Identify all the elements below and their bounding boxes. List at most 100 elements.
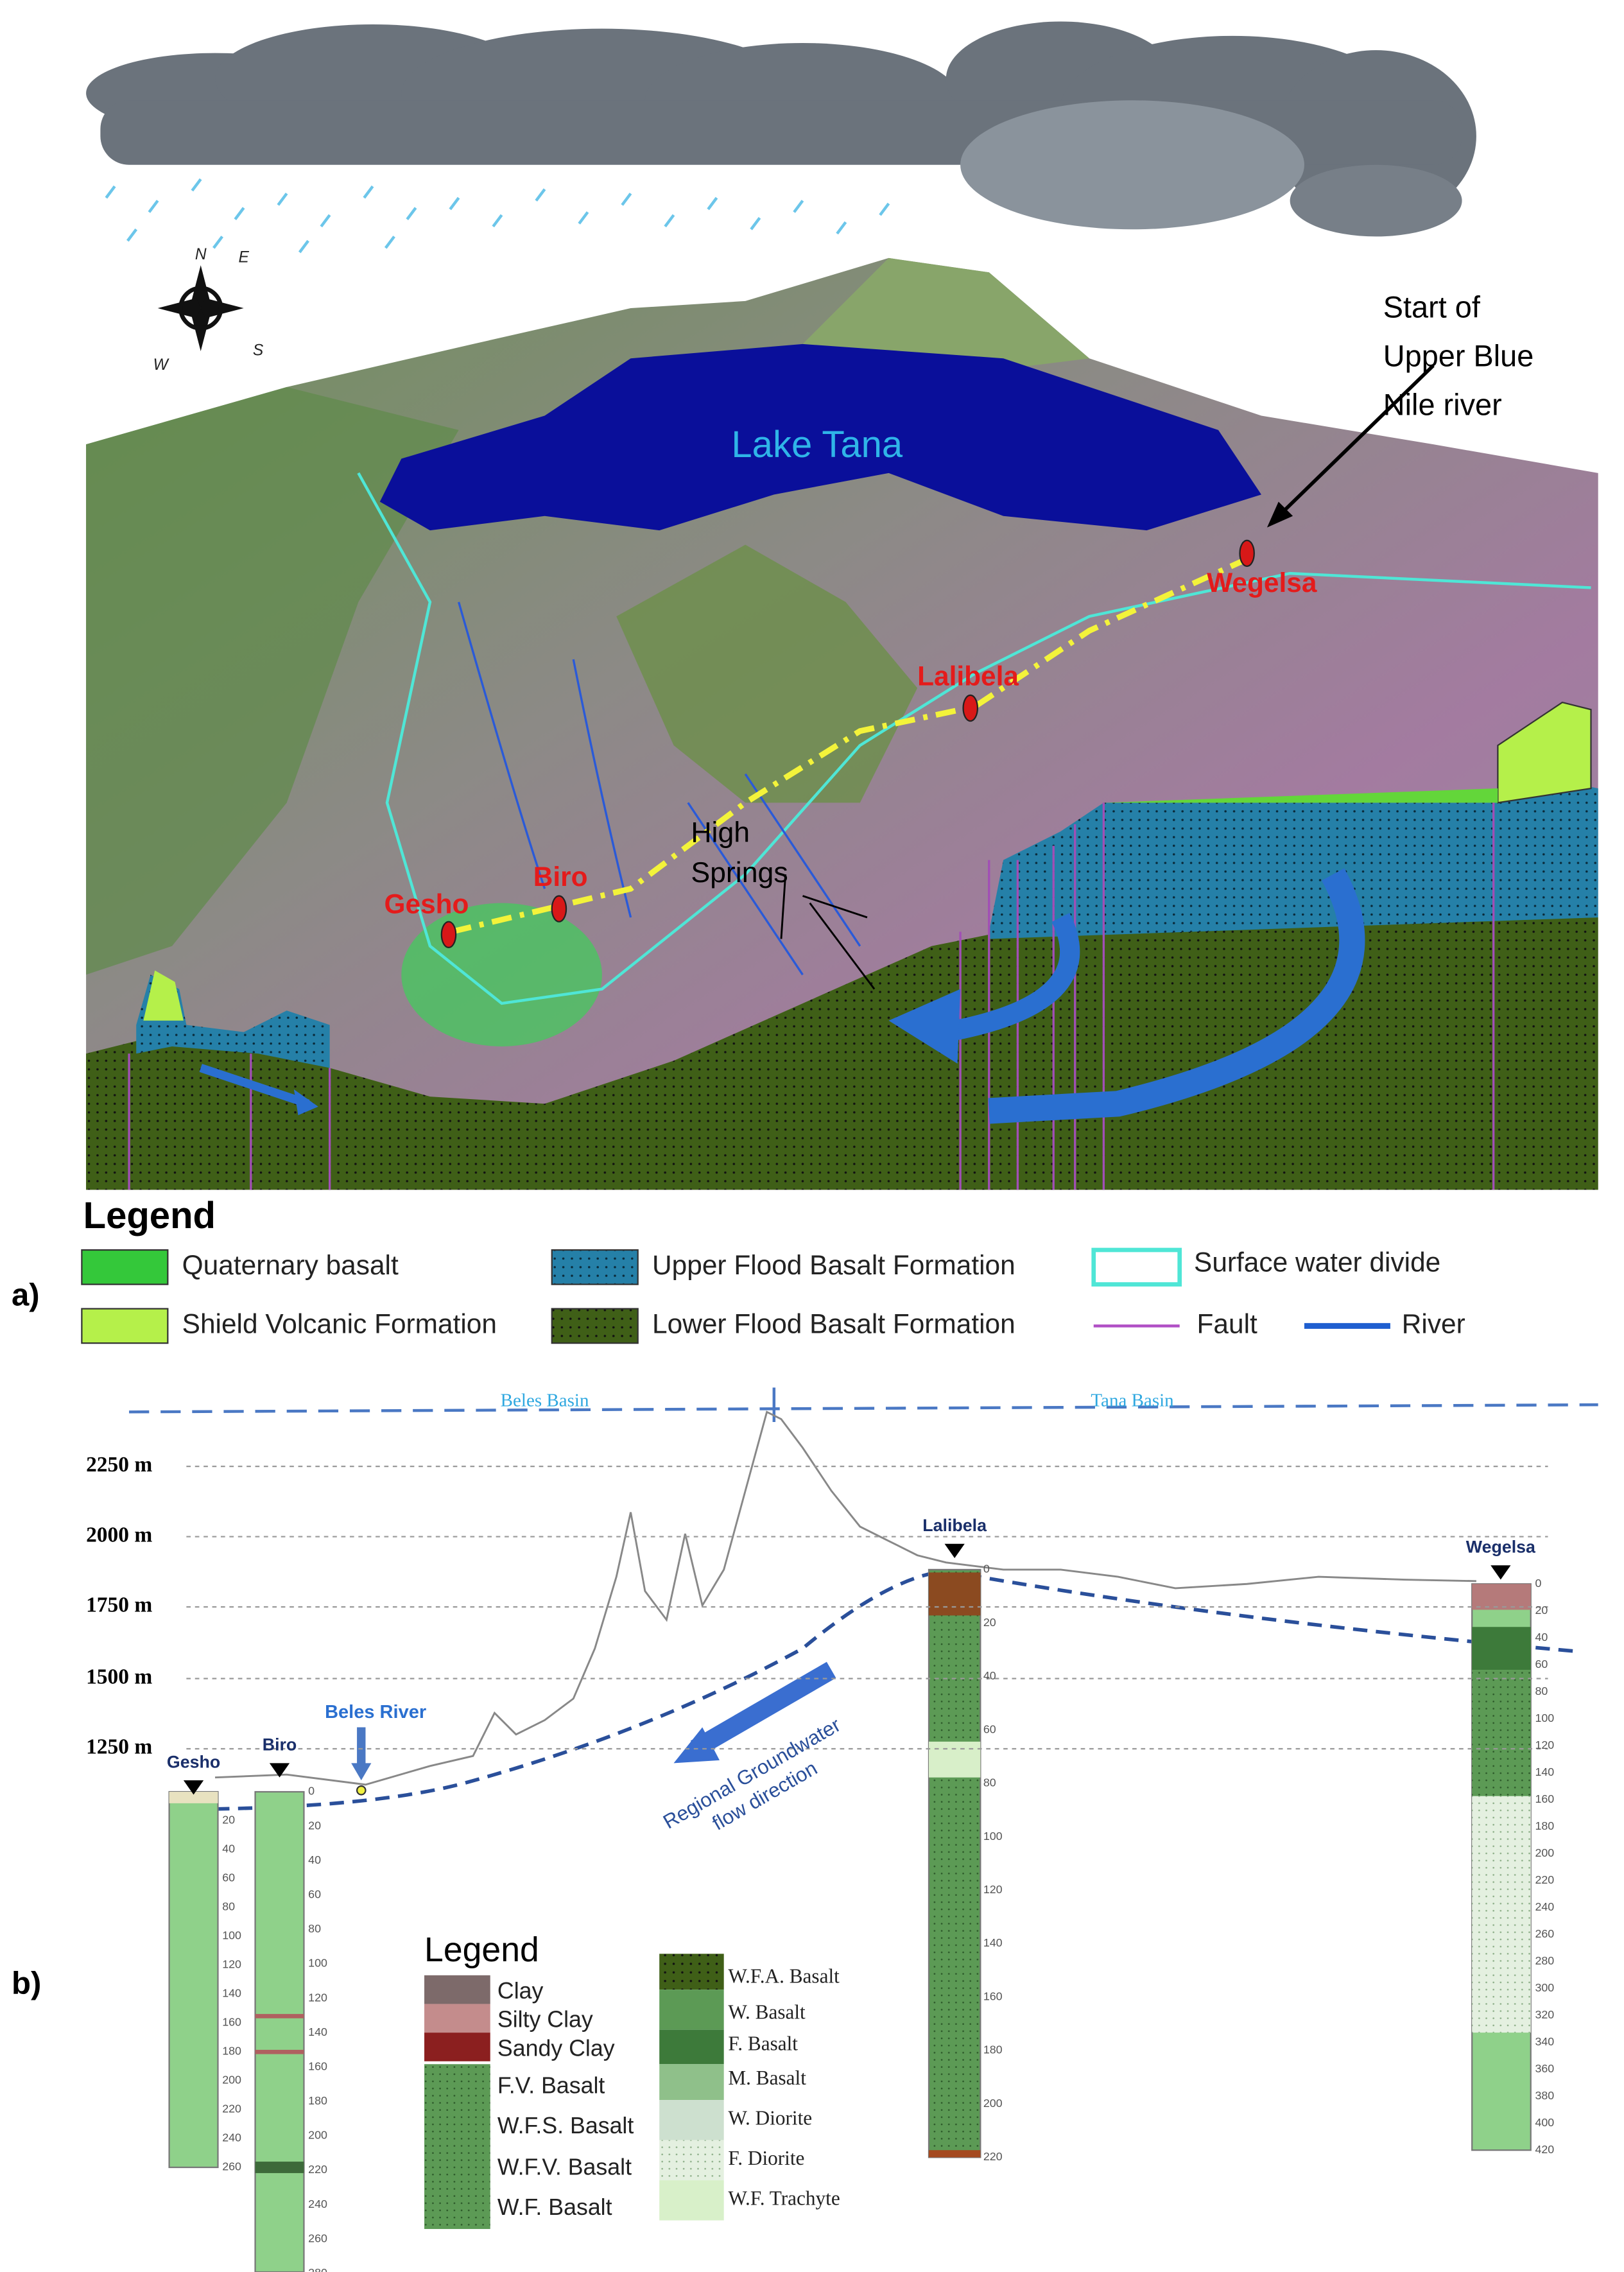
legend-label: W.F.A. Basalt	[728, 1964, 840, 1987]
depth-label: 40	[1535, 1631, 1548, 1643]
depth-label: 160	[1535, 1792, 1554, 1805]
site-marker	[551, 895, 567, 923]
legend-title: Legend	[83, 1195, 216, 1236]
elevation-label: 2000 m	[86, 1523, 152, 1547]
basin-label: Beles Basin	[501, 1390, 589, 1410]
depth-label: 120	[222, 1958, 241, 1971]
depth-label: 40	[983, 1669, 996, 1682]
depth-label: 300	[1535, 1981, 1554, 1994]
legend-label: Quaternary basalt	[182, 1250, 399, 1280]
panel-label: b)	[12, 1966, 41, 2000]
depth-label: 40	[308, 1853, 321, 1866]
depth-label: 140	[222, 1987, 241, 2000]
legend-label: W.F.S. Basalt	[497, 2113, 634, 2138]
depth-label: 100	[222, 1929, 241, 1942]
legend-a-swatches	[81, 1247, 1390, 1344]
depth-label: 100	[308, 1957, 327, 1970]
legend-label: M. Basalt	[728, 2067, 806, 2089]
well-arrow	[183, 1780, 204, 1795]
depth-label: 80	[983, 1776, 996, 1789]
legend-label: W.F.V. Basalt	[497, 2155, 632, 2180]
lake-label: Lake Tana	[731, 424, 903, 465]
depth-label: 20	[308, 1819, 321, 1832]
depth-label: 420	[1535, 2143, 1554, 2156]
depth-label: 100	[1535, 1712, 1554, 1724]
depth-label: 20	[222, 1814, 235, 1826]
site-marker	[962, 694, 979, 722]
depth-label: 60	[308, 1887, 321, 1900]
depth-label: 0	[983, 1563, 990, 1575]
depth-label: 220	[1535, 1873, 1554, 1886]
site-marker	[440, 921, 457, 949]
depth-label: 120	[308, 1991, 327, 2004]
legend-label: W.F. Basalt	[497, 2194, 612, 2220]
springs-label: High	[691, 817, 750, 848]
site-label: Wegelsa	[1207, 568, 1317, 598]
elevation-label: 1750 m	[86, 1593, 152, 1617]
depth-label: 140	[983, 1936, 1003, 1949]
depth-label: 360	[1535, 2062, 1554, 2075]
depth-label: 140	[308, 2025, 327, 2038]
well-name: Biro	[263, 1735, 297, 1755]
legend-label: F.V. Basalt	[497, 2072, 605, 2098]
well-arrow	[1490, 1565, 1511, 1580]
depth-label: 280	[308, 2266, 327, 2272]
springs-label: Springs	[691, 857, 788, 889]
legend-label: F. Basalt	[728, 2032, 798, 2054]
depth-label: 200	[1535, 1846, 1554, 1859]
compass	[157, 265, 244, 352]
river-start-label: Nile river	[1383, 388, 1502, 422]
cross-section	[86, 364, 1598, 1190]
legend-label: Lower Flood Basalt Formation	[652, 1309, 1015, 1339]
depth-label: 20	[983, 1616, 996, 1629]
depth-label: 280	[1535, 1954, 1554, 1967]
depth-label: 160	[983, 1990, 1003, 2002]
compass-label: S	[253, 342, 264, 360]
depth-label: 220	[308, 2163, 327, 2176]
legend-label: Fault	[1197, 1309, 1257, 1339]
compass-label: W	[153, 356, 170, 374]
depth-label: 340	[1535, 2035, 1554, 2048]
legend-label: W. Diorite	[728, 2106, 812, 2129]
depth-label: 200	[308, 2129, 327, 2142]
depth-label: 260	[308, 2232, 327, 2244]
profile	[129, 1387, 1598, 2272]
legend-label: F. Diorite	[728, 2147, 804, 2169]
site-label: Lalibela	[917, 661, 1019, 691]
depth-label: 180	[222, 2045, 241, 2058]
depth-label: 80	[1535, 1685, 1548, 1697]
compass-label: E	[239, 248, 250, 266]
elevation-label: 1500 m	[86, 1665, 152, 1688]
legend-label: Sandy Clay	[497, 2035, 615, 2061]
depth-label: 400	[1535, 2116, 1554, 2129]
depth-label: 240	[222, 2131, 241, 2144]
clouds	[86, 21, 1476, 237]
depth-label: 200	[222, 2074, 241, 2086]
depth-label: 320	[1535, 2008, 1554, 2021]
depth-label: 120	[983, 1883, 1003, 1896]
elevation-label: 1250 m	[86, 1735, 152, 1759]
site-label: Biro	[533, 862, 588, 892]
depth-label: 100	[983, 1830, 1003, 1843]
depth-label: 220	[983, 2150, 1003, 2163]
depth-label: 240	[308, 2198, 327, 2210]
depth-label: 60	[1535, 1658, 1548, 1670]
depth-label: 260	[1535, 1927, 1554, 1940]
elevation-label: 2250 m	[86, 1453, 152, 1477]
compass-label: N	[195, 246, 207, 263]
depth-label: 0	[1535, 1577, 1541, 1590]
legend-title: Legend	[424, 1930, 539, 1969]
well-name: Wegelsa	[1466, 1538, 1536, 1557]
depth-label: 20	[1535, 1604, 1548, 1617]
river-label: Beles River	[325, 1702, 426, 1722]
rain	[105, 178, 890, 254]
depth-label: 160	[222, 2016, 241, 2029]
depth-label: 200	[983, 2097, 1003, 2110]
well-arrow	[944, 1543, 965, 1559]
depth-label: 60	[222, 1871, 235, 1884]
legend-b-swatches	[424, 1954, 724, 2230]
well-arrow	[269, 1763, 290, 1778]
